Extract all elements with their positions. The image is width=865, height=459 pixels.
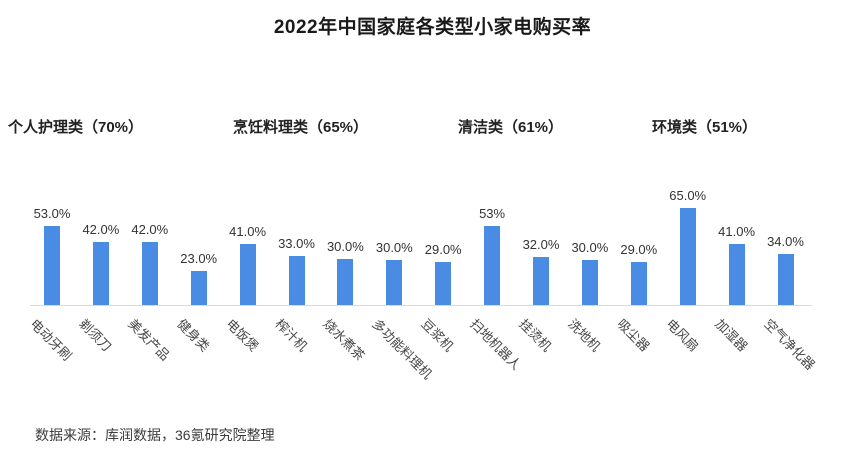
bar-category-label: 电饭煲 xyxy=(222,316,262,355)
bar xyxy=(190,270,207,305)
bar-value-label: 34.0% xyxy=(767,234,804,249)
bar-value-label: 29.0% xyxy=(620,241,658,257)
bar-category-label: 剃须刀 xyxy=(76,316,115,355)
group-label-environment: 环境类（51%） xyxy=(652,119,758,136)
bar xyxy=(581,260,598,305)
bar-category-label: 加湿器 xyxy=(711,316,751,355)
bar xyxy=(777,254,794,305)
bar-category-label: 榨汁机 xyxy=(271,316,310,355)
bar-value-label: 41.0% xyxy=(229,223,267,239)
bar-value-label: 32.0% xyxy=(522,237,560,252)
bar xyxy=(288,255,305,305)
bar-value-label: 42.0% xyxy=(82,222,120,237)
bar xyxy=(92,242,109,305)
group-label-cleaning: 清洁类（61%） xyxy=(458,119,564,136)
bar xyxy=(728,243,745,305)
bar xyxy=(679,207,696,305)
bar-category-label: 电动牙刷 xyxy=(27,316,75,364)
bar-category-label: 吸尘器 xyxy=(614,316,653,355)
bar xyxy=(44,225,60,305)
bar-value-label: 30.0% xyxy=(326,238,364,254)
bar-category-label: 挂烫机 xyxy=(516,316,555,355)
bar xyxy=(239,243,256,305)
group-label-personal-care: 个人护理类（70%） xyxy=(8,119,144,136)
bar-value-label: 41.0% xyxy=(718,223,756,239)
bar-value-label: 53% xyxy=(479,205,506,221)
bar-category-label: 洗地机 xyxy=(565,316,604,355)
source-note: 数据来源：库润数据，36氪研究院整理 xyxy=(35,427,275,443)
group-label-cooking: 烹饪料理类（65%） xyxy=(233,119,369,136)
bar xyxy=(630,261,647,305)
bar-value-label: 30.0% xyxy=(571,240,609,255)
bar-value-label: 30.0% xyxy=(375,240,413,255)
bar xyxy=(386,260,403,305)
bar-value-label: 23.0% xyxy=(180,250,218,266)
bar-value-label: 42.0% xyxy=(131,222,169,237)
bar-category-label: 烧水煮茶 xyxy=(320,316,369,364)
bar-value-label: 53.0% xyxy=(33,205,71,221)
bar-category-label: 空气净化器 xyxy=(760,316,818,373)
bar xyxy=(533,257,549,305)
bar-value-label: 29.0% xyxy=(424,241,462,257)
bar-category-label: 美发产品 xyxy=(125,316,173,364)
bar-category-label: 健身类 xyxy=(173,316,213,355)
bar-category-label: 电风扇 xyxy=(662,316,702,355)
bar xyxy=(484,225,501,305)
bar-value-label: 33.0% xyxy=(278,235,315,251)
bar-value-label: 65.0% xyxy=(669,187,707,203)
bar xyxy=(435,261,452,305)
chart-title: 2022年中国家庭各类型小家电购买率 xyxy=(273,17,592,38)
bar-category-label: 豆浆机 xyxy=(418,316,457,355)
bar xyxy=(141,242,158,305)
bar xyxy=(337,258,354,305)
bar-category-label: 扫地机器人 xyxy=(467,316,524,373)
x-axis-line xyxy=(30,305,812,306)
